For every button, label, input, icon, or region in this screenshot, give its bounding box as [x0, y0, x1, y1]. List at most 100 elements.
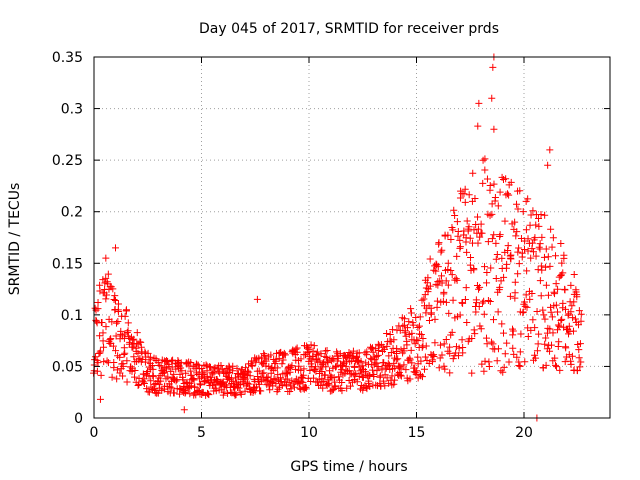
data-point: [542, 334, 550, 342]
data-point: [492, 274, 500, 282]
data-point: [164, 373, 172, 381]
data-point: [96, 395, 104, 403]
data-point: [577, 358, 585, 366]
data-point: [471, 330, 479, 338]
data-point: [459, 349, 467, 357]
data-point: [318, 368, 326, 376]
data-point: [520, 245, 528, 253]
data-point: [291, 365, 299, 373]
data-point: [144, 349, 152, 357]
data-point: [568, 302, 576, 310]
data-point: [187, 358, 195, 366]
data-point: [287, 363, 295, 371]
data-point: [532, 354, 540, 362]
data-point: [529, 207, 537, 215]
data-point: [575, 321, 583, 329]
data-point: [153, 389, 161, 397]
data-point: [94, 299, 102, 307]
data-point: [419, 334, 427, 342]
data-point: [458, 336, 466, 344]
data-point: [528, 289, 536, 297]
data-point: [402, 332, 410, 340]
data-point: [205, 363, 213, 371]
data-point: [485, 363, 493, 371]
data-point: [556, 366, 564, 374]
data-point: [466, 234, 474, 242]
data-point: [484, 296, 492, 304]
data-point: [534, 340, 542, 348]
data-point: [417, 357, 425, 365]
data-point: [463, 248, 471, 256]
data-point: [493, 357, 501, 365]
data-point: [541, 315, 549, 323]
data-point: [523, 267, 531, 275]
data-point: [522, 197, 530, 205]
data-point: [338, 378, 346, 386]
data-point: [147, 377, 155, 385]
data-point: [565, 322, 573, 330]
data-point: [531, 324, 539, 332]
tick-labels: 0 5 10 15 20 0 0.05 0.1 0.15 0.2 0.25 0.3 0.35: [52, 50, 533, 441]
data-point: [99, 329, 107, 337]
data-point: [304, 344, 312, 352]
data-point: [310, 342, 318, 350]
data-point: [123, 378, 131, 386]
data-point: [489, 340, 497, 348]
data-point: [449, 355, 457, 363]
data-point: [490, 180, 498, 188]
data-point: [268, 379, 276, 387]
data-point: [313, 348, 321, 356]
data-point: [513, 353, 521, 361]
data-point: [361, 367, 369, 375]
data-point: [437, 248, 445, 256]
data-point: [436, 341, 444, 349]
data-point: [396, 326, 404, 334]
data-point: [277, 378, 285, 386]
data-point: [305, 345, 313, 353]
data-point: [423, 279, 431, 287]
data-point: [203, 367, 211, 375]
data-point: [499, 368, 507, 376]
data-point: [552, 280, 560, 288]
data-point: [129, 336, 137, 344]
data-point: [428, 351, 436, 359]
data-point: [113, 319, 121, 327]
data-point: [345, 377, 353, 385]
data-point: [167, 367, 175, 375]
data-point: [547, 341, 555, 349]
data-point: [397, 346, 405, 354]
data-point: [453, 218, 461, 226]
data-point: [140, 380, 148, 388]
data-point: [97, 371, 105, 379]
data-point: [544, 291, 552, 299]
data-point: [515, 361, 523, 369]
y-tick-label: 0.35: [52, 50, 83, 66]
data-point: [397, 372, 405, 380]
data-point: [546, 347, 554, 355]
data-point: [547, 225, 555, 233]
data-point: [314, 351, 322, 359]
data-point: [155, 380, 163, 388]
y-axis-label: SRMTID / TECUs: [7, 183, 23, 296]
data-point: [573, 367, 581, 375]
data-point: [120, 351, 128, 359]
data-point: [100, 343, 108, 351]
data-point: [438, 246, 446, 254]
data-point: [527, 326, 535, 334]
data-point: [437, 272, 445, 280]
data-point: [310, 374, 318, 382]
data-point: [297, 366, 305, 374]
data-point: [168, 357, 176, 365]
data-point: [488, 200, 496, 208]
data-point: [479, 179, 487, 187]
data-point: [388, 372, 396, 380]
data-point: [273, 364, 281, 372]
data-point: [301, 383, 309, 391]
data-point: [532, 221, 540, 229]
data-point: [541, 211, 549, 219]
data-point: [516, 348, 524, 356]
data-point: [414, 323, 422, 331]
data-point: [108, 318, 116, 326]
data-point: [244, 380, 252, 388]
data-point: [474, 122, 482, 130]
